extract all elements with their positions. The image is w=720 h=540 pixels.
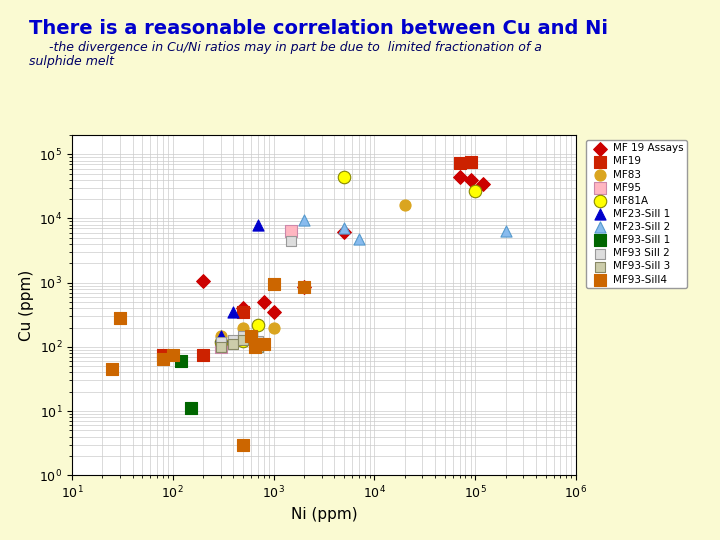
MF93-Sill4: [238, 440, 249, 449]
MF93-Sill 3: [215, 342, 227, 351]
MF93-Sill 3: [228, 340, 239, 348]
MF81A: [338, 172, 350, 181]
MF93-Sill4: [258, 340, 269, 348]
MF95: [286, 226, 297, 235]
MF93 Sill 2: [215, 338, 227, 346]
Text: There is a reasonable correlation between Cu and Ni: There is a reasonable correlation betwee…: [29, 19, 608, 38]
MF23-Sill 1: [215, 331, 227, 340]
MF23-Sill 1: [228, 308, 239, 316]
MF81A: [469, 186, 481, 195]
MF19: [197, 350, 209, 359]
MF93-Sill 1: [175, 357, 186, 366]
MF93 Sill 2: [252, 336, 264, 345]
MF93-Sill4: [298, 283, 310, 292]
MF93-Sill4: [157, 355, 168, 363]
MF83: [268, 323, 279, 332]
MF95: [215, 342, 227, 351]
MF81A: [252, 321, 264, 329]
MF19: [454, 159, 465, 168]
MF 19 Assays: [298, 283, 310, 292]
MF 19 Assays: [197, 277, 209, 286]
Y-axis label: Cu (ppm): Cu (ppm): [19, 269, 34, 341]
MF93 Sill 2: [228, 335, 239, 344]
MF 19 Assays: [465, 176, 477, 184]
MF93 Sill 2: [286, 237, 297, 245]
X-axis label: Ni (ppm): Ni (ppm): [291, 507, 357, 522]
MF93-Sill 3: [238, 335, 249, 344]
MF93-Sill4: [114, 314, 126, 322]
MF23-Sill 1: [252, 220, 264, 229]
MF 19 Assays: [268, 308, 279, 316]
MF83: [238, 323, 249, 332]
MF 19 Assays: [338, 227, 350, 236]
MF93-Sill4: [249, 342, 261, 351]
MF93-Sill4: [107, 365, 118, 374]
MF81A: [215, 338, 227, 346]
MF19: [465, 158, 477, 167]
MF93-Sill4: [268, 280, 279, 288]
MF 19 Assays: [258, 298, 269, 306]
MF19: [157, 350, 168, 359]
MF83: [215, 331, 227, 340]
MF23-Sill 2: [338, 224, 350, 233]
MF93-Sill4: [246, 331, 257, 340]
MF93-Sill4: [252, 340, 264, 348]
MF93 Sill 2: [238, 331, 249, 340]
MF93-Sill4: [167, 350, 179, 359]
MF93-Sill 3: [252, 342, 264, 351]
Legend: MF 19 Assays, MF19, MF83, MF95, MF81A, MF23-Sill 1, MF23-Sill 2, MF93-Sill 1, MF: MF 19 Assays, MF19, MF83, MF95, MF81A, M…: [586, 140, 687, 288]
MF 19 Assays: [477, 179, 489, 188]
MF23-Sill 2: [500, 226, 511, 235]
MF 19 Assays: [238, 304, 249, 313]
MF 19 Assays: [454, 172, 465, 181]
Text: -the divergence in Cu/Ni ratios may in part be due to  limited fractionation of : -the divergence in Cu/Ni ratios may in p…: [29, 40, 541, 69]
MF83: [399, 201, 410, 210]
MF23-Sill 2: [353, 235, 364, 244]
MF81A: [238, 336, 249, 345]
MF93-Sill 1: [185, 404, 197, 413]
MF23-Sill 2: [298, 215, 310, 224]
MF19: [238, 308, 249, 316]
